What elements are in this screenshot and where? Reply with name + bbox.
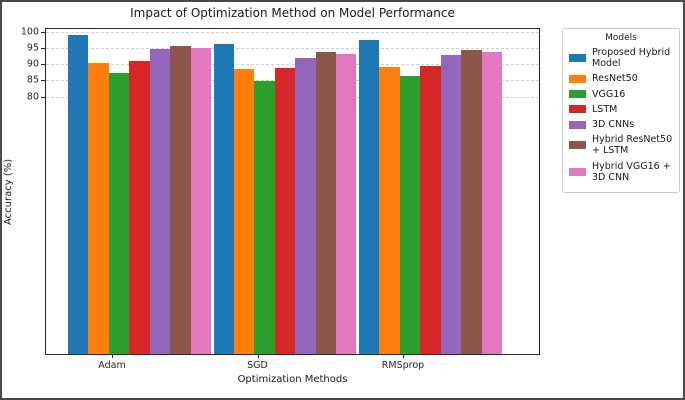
legend-item-hybrid-vgg16-3d-cnn: Hybrid VGG16 + 3D CNN <box>569 161 673 183</box>
x-tick-label-sgd: SGD <box>247 360 268 371</box>
x-tick-mark-adam <box>112 354 113 358</box>
y-tick-mark-95 <box>41 48 45 50</box>
legend-item-3d-cnns: 3D CNNs <box>569 119 673 130</box>
bar-sgd-hybrid-vgg16-3d-cnn <box>336 53 357 354</box>
plot-area: 100 95 90 85 80 Adam SGD RMSprop <box>21 27 540 371</box>
legend-label-3d-cnns: 3D CNNs <box>592 119 635 131</box>
bar-group-adam <box>68 29 211 354</box>
legend-swatch-resnet50 <box>569 75 586 83</box>
bar-adam-proposed-hybrid-model <box>68 34 89 354</box>
legend-label-vgg16: VGG16 <box>592 88 626 100</box>
bar-sgd-lstm <box>274 67 296 354</box>
bar-sgd-vgg16 <box>254 80 275 354</box>
bar-sgd-resnet50 <box>233 68 255 354</box>
x-tick-mark-sgd <box>257 354 259 358</box>
bar-rmsprop-3d-cnns <box>440 55 462 354</box>
y-tick-mark-100 <box>41 32 45 34</box>
bar-sgd-hybrid-resnet50-lstm <box>315 51 337 354</box>
legend-title: Models <box>605 33 637 43</box>
gridline-95 <box>46 48 539 50</box>
y-tick-mark-80 <box>41 96 45 98</box>
legend: Models Proposed Hybrid Model ResNet50 VGG1… <box>562 28 680 194</box>
bar-adam-hybrid-resnet50-lstm <box>170 46 191 354</box>
y-tick-mark-85 <box>41 80 45 82</box>
bar-rmsprop-lstm <box>420 65 441 354</box>
chart-title: Impact of Optimization Method on Model P… <box>130 6 455 20</box>
legend-label-resnet50: ResNet50 <box>592 73 638 85</box>
x-tick-mark-rmsprop <box>403 354 404 358</box>
legend-label-proposed-hybrid-model: Proposed Hybrid Model <box>592 47 671 70</box>
bar-adam-lstm <box>129 60 150 354</box>
bar-adam-hybrid-vgg16-3d-cnn <box>190 48 211 354</box>
legend-item-resnet50: ResNet50 <box>569 73 673 84</box>
bar-sgd-proposed-hybrid-model <box>213 44 234 354</box>
x-tick-label-rmsprop: RMSprop <box>381 360 425 371</box>
bar-rmsprop-proposed-hybrid-model <box>359 39 380 354</box>
bar-rmsprop-vgg16 <box>399 75 421 354</box>
y-tick-label-85: 85 <box>26 74 39 86</box>
x-tick-label-adam: Adam <box>98 360 126 371</box>
y-tick-label-80: 80 <box>26 91 39 103</box>
legend-swatch-proposed-hybrid-model <box>569 54 586 63</box>
legend-item-vgg16: VGG16 <box>569 89 673 100</box>
legend-item-lstm: LSTM <box>569 104 673 115</box>
gridline-90 <box>46 64 539 66</box>
bar-rmsprop-hybrid-resnet50-lstm <box>461 49 482 354</box>
legend-swatch-hybrid-resnet50-lstm <box>569 141 586 150</box>
y-axis-label: Accuracy (%) <box>3 158 14 225</box>
bar-rmsprop-hybrid-vgg16-3d-cnn <box>481 51 502 354</box>
y-tick-label-95: 95 <box>26 42 39 54</box>
legend-swatch-hybrid-vgg16-3d-cnn <box>569 167 586 176</box>
legend-item-proposed-hybrid-model: Proposed Hybrid Model <box>569 47 673 69</box>
legend-label-hybrid-resnet50-lstm: Hybrid ResNet50 + LSTM <box>592 134 673 157</box>
legend-label-hybrid-vgg16-3d-cnn: Hybrid VGG16 + 3D CNN <box>592 160 671 183</box>
bar-adam-3d-cnns <box>149 49 171 354</box>
bar-rmsprop-resnet50 <box>379 66 400 354</box>
legend-swatch-vgg16 <box>569 90 586 99</box>
bar-sgd-3d-cnns <box>295 57 316 354</box>
bar-group-sgd <box>213 29 357 354</box>
bar-group-rmsprop <box>359 29 502 354</box>
legend-swatch-lstm <box>569 105 586 114</box>
legend-item-hybrid-resnet50-lstm: Hybrid ResNet50 + LSTM <box>569 134 673 156</box>
x-axis-label: Optimization Methods <box>237 374 348 385</box>
gridline-100 <box>46 32 539 34</box>
y-tick-label-90: 90 <box>26 58 39 70</box>
legend-label-lstm: LSTM <box>592 103 618 115</box>
y-tick-label-100: 100 <box>20 26 39 38</box>
legend-swatch-3d-cnns <box>569 120 586 129</box>
y-tick-mark-90 <box>41 64 45 66</box>
bar-adam-resnet50 <box>88 63 109 354</box>
bar-adam-vgg16 <box>108 72 130 354</box>
